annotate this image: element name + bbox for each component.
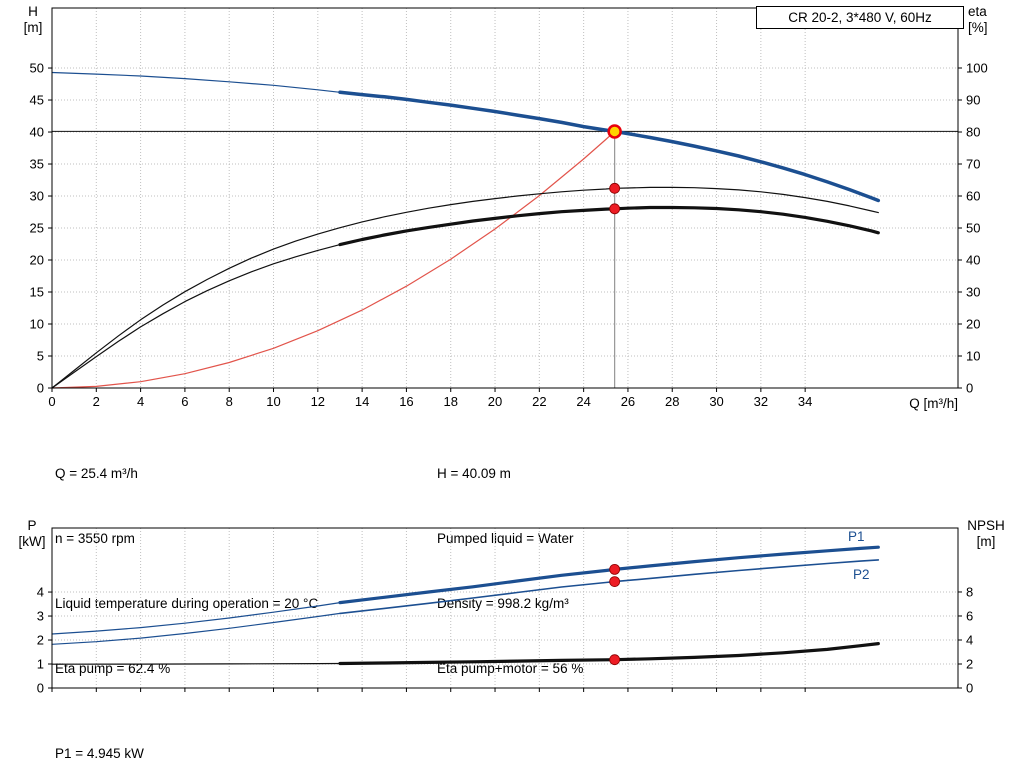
- npsh-axis-unit: [m]: [976, 534, 996, 549]
- p-axis-symbol: P: [27, 518, 37, 533]
- h-axis-label: H [m]: [16, 4, 50, 36]
- plot-border: [51, 7, 959, 389]
- eta-axis-symbol: eta: [968, 4, 987, 19]
- info-pumped-liquid: Pumped liquid = Water: [437, 530, 574, 546]
- eta-pump-dot: [609, 182, 621, 194]
- power-npsh-chart: 0 1 2 3 4 0 2 4 6 8: [37, 527, 973, 696]
- y-tick-label-right: 70: [966, 157, 980, 172]
- pump-curve: [338, 90, 881, 203]
- x-tick-label: 0: [48, 394, 55, 409]
- x-tick-label: 26: [621, 394, 635, 409]
- eta-pump-motor-dot: [609, 203, 621, 215]
- x-tick-label: 34: [798, 394, 812, 409]
- p2-curve-low: [51, 612, 341, 645]
- y-tick-label-left: 10: [30, 317, 44, 332]
- y-tick-label-right: 4: [966, 632, 973, 647]
- eta-axis-unit: [%]: [968, 20, 988, 35]
- x-tick-label: 22: [532, 394, 546, 409]
- y-tick-label-right: 20: [966, 317, 980, 332]
- y-tick-label-left: 35: [30, 157, 44, 172]
- x-tick-label: 8: [226, 394, 233, 409]
- system-curve: [51, 130, 616, 389]
- p-axis-label: P [kW]: [12, 518, 52, 550]
- y-tick-label-left: 50: [30, 61, 44, 76]
- y-tick-label-left: 25: [30, 221, 44, 236]
- x-tick-label: 30: [709, 394, 723, 409]
- pump-title-box: CR 20-2, 3*480 V, 60Hz: [756, 6, 964, 29]
- plot-border: [51, 527, 959, 689]
- npsh-curve: [338, 641, 880, 666]
- qh-eta-chart: 0 2 4 6 8 10 12 14 16 18 20 22 24 26 28 30 32 34051015202…: [30, 7, 988, 409]
- x-tick-label: 20: [488, 394, 502, 409]
- y-tick-label-right: 8: [966, 584, 973, 599]
- x-tick-label: 28: [665, 394, 679, 409]
- y-tick-label-right: 100: [966, 61, 988, 76]
- info-n: n = 3550 rpm: [55, 530, 135, 546]
- x-tick-label: 32: [754, 394, 768, 409]
- q-axis-label: Q [m³/h]: [909, 396, 958, 411]
- y-tick-label-left: 20: [30, 253, 44, 268]
- y-tick-label-right: 2: [966, 656, 973, 671]
- y-tick-label-right: 10: [966, 349, 980, 364]
- y-tick-label-left: 45: [30, 93, 44, 108]
- duty-point-marker: [607, 124, 622, 139]
- p-axis-unit: [kW]: [18, 534, 46, 549]
- y-tick-label-left: 1: [37, 657, 44, 672]
- eta-pump-motor-curve-low: [51, 244, 341, 389]
- p1-dot: [609, 563, 621, 575]
- eta-axis-label: eta [%]: [968, 4, 1012, 36]
- y-tick-label-left: 2: [37, 633, 44, 648]
- p2-curve-label: P2: [853, 567, 870, 582]
- pump-curve-low: [51, 71, 341, 93]
- x-tick-label: 16: [399, 394, 413, 409]
- h-axis-symbol: H: [28, 4, 38, 19]
- y-tick-label-right: 0: [966, 681, 973, 696]
- info-block-bottom: P1 = 4.945 kW P2 = 4.435 kW NPSH = 2.36 …: [55, 700, 149, 781]
- y-tick-label-right: 50: [966, 221, 980, 236]
- y-tick-label-left: 30: [30, 189, 44, 204]
- x-tick-label: 24: [576, 394, 590, 409]
- h-axis-unit: [m]: [23, 20, 43, 35]
- y-tick-label-right: 40: [966, 253, 980, 268]
- info-density: Density = 998.2 kg/m³: [437, 595, 569, 611]
- y-tick-label-left: 4: [37, 585, 44, 600]
- info-h: H = 40.09 m: [437, 466, 511, 482]
- y-tick-label-right: 30: [966, 285, 980, 300]
- p2-curve: [339, 559, 880, 615]
- y-tick-label-right: 90: [966, 93, 980, 108]
- x-tick-label: 14: [355, 394, 369, 409]
- npsh-dot: [609, 654, 621, 666]
- p1-curve: [338, 545, 880, 605]
- eta-pump-motor-curve: [338, 205, 880, 247]
- y-tick-label-right: 80: [966, 125, 980, 140]
- info-liquid-temp: Liquid temperature during operation = 20…: [55, 595, 319, 611]
- x-tick-label: 4: [137, 394, 144, 409]
- x-tick-label: 18: [443, 394, 457, 409]
- y-tick-label-left: 5: [37, 349, 44, 364]
- x-tick-label: 2: [93, 394, 100, 409]
- y-tick-label-left: 15: [30, 285, 44, 300]
- eta-pump-curve: [51, 186, 879, 389]
- p1-curve-low: [51, 601, 341, 635]
- x-tick-label: 6: [181, 394, 188, 409]
- npsh-curve-low: [51, 662, 341, 665]
- y-tick-label-left: 0: [37, 381, 44, 396]
- y-tick-label-left: 40: [30, 125, 44, 140]
- npsh-axis-symbol: NPSH: [967, 518, 1005, 533]
- y-tick-label-right: 0: [966, 381, 973, 396]
- y-tick-label-left: 0: [37, 681, 44, 696]
- y-tick-label-left: 3: [37, 609, 44, 624]
- x-tick-label: 12: [311, 394, 325, 409]
- y-tick-label-right: 60: [966, 189, 980, 204]
- p1-curve-label: P1: [848, 529, 865, 544]
- npsh-axis-label: NPSH [m]: [960, 518, 1012, 550]
- p2-dot: [609, 576, 621, 588]
- info-block-left: Q = 25.4 m³/h n = 3550 rpm Liquid temper…: [55, 420, 318, 722]
- y-tick-label-right: 6: [966, 608, 973, 623]
- info-block-right: H = 40.09 m Pumped liquid = Water Densit…: [437, 420, 583, 722]
- info-p1: P1 = 4.945 kW: [55, 746, 144, 762]
- x-tick-label: 10: [266, 394, 280, 409]
- info-q: Q = 25.4 m³/h: [55, 466, 138, 482]
